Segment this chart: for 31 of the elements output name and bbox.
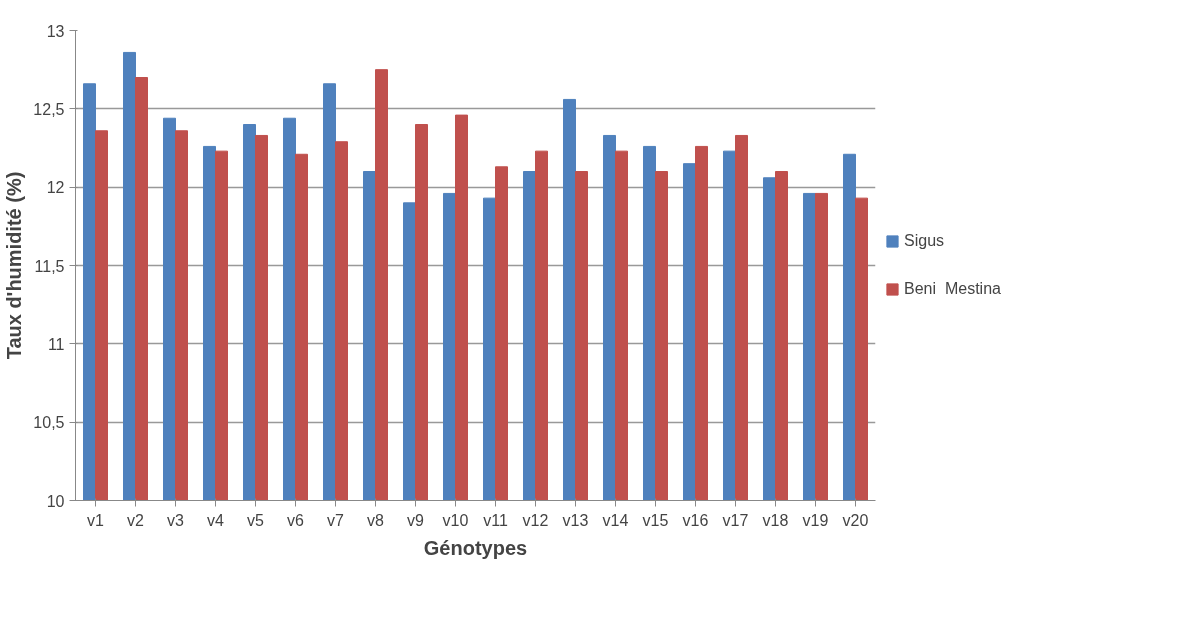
y-tick-label: 10 [46, 492, 65, 510]
y-tick-label: 10,5 [33, 414, 65, 432]
y-tick-label: 12,5 [33, 100, 65, 118]
y-tick-label: 11,5 [34, 257, 65, 275]
x-tick-label: v2 [127, 511, 145, 529]
x-tick-label: v9 [407, 511, 425, 529]
x-tick-label: v16 [682, 511, 709, 529]
x-tick-label: v8 [367, 511, 385, 529]
x-tick-label: v12 [522, 511, 549, 529]
x-tick-label: v20 [842, 511, 869, 529]
x-tick-label: v3 [167, 511, 185, 529]
x-tick-label: v7 [327, 511, 345, 529]
x-tick-label: v18 [762, 511, 789, 529]
x-tick-label: v4 [207, 511, 225, 529]
x-tick-label: v5 [247, 511, 265, 529]
y-tick-label: 13 [46, 22, 65, 40]
x-tick-label: v15 [642, 511, 669, 529]
x-tick-label: v6 [287, 511, 305, 529]
y-axis-title: Taux d'humidité (%) [3, 171, 26, 360]
legend-label: Beni Mestina [904, 280, 1001, 298]
x-axis-title: Génotypes [423, 536, 528, 559]
x-tick-label: v11 [483, 511, 508, 529]
x-tick-label: v10 [442, 511, 469, 529]
x-tick-label: v13 [562, 511, 589, 529]
y-tick-label: 12 [46, 179, 65, 197]
x-tick-label: v14 [602, 511, 629, 529]
legend-label: Sigus [904, 232, 945, 250]
x-tick-label: v1 [87, 511, 105, 529]
x-tick-label: v19 [802, 511, 829, 529]
y-tick-label: 11 [47, 335, 65, 353]
x-tick-label: v17 [722, 511, 749, 529]
